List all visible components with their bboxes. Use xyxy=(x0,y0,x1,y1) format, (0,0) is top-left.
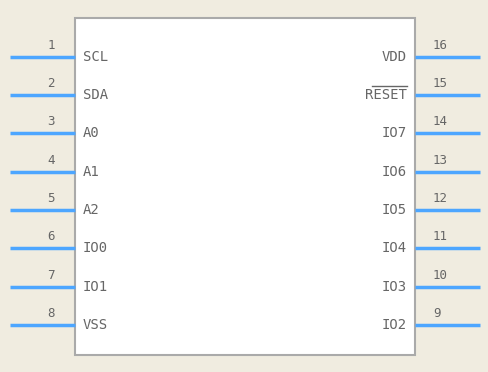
Text: 8: 8 xyxy=(47,307,55,320)
Text: 10: 10 xyxy=(433,269,448,282)
Text: A1: A1 xyxy=(83,165,100,179)
Text: 1: 1 xyxy=(47,39,55,52)
Text: 3: 3 xyxy=(47,115,55,128)
Text: IO1: IO1 xyxy=(83,280,108,294)
Text: 7: 7 xyxy=(47,269,55,282)
Text: 9: 9 xyxy=(433,307,441,320)
Text: VSS: VSS xyxy=(83,318,108,332)
Text: IO3: IO3 xyxy=(382,280,407,294)
Text: RESET: RESET xyxy=(365,88,407,102)
Text: 2: 2 xyxy=(47,77,55,90)
Text: IO6: IO6 xyxy=(382,165,407,179)
Text: 5: 5 xyxy=(47,192,55,205)
Text: 16: 16 xyxy=(433,39,448,52)
Bar xyxy=(75,18,415,355)
Text: IO2: IO2 xyxy=(382,318,407,332)
Text: 13: 13 xyxy=(433,154,448,167)
Text: A0: A0 xyxy=(83,126,100,140)
Text: IO7: IO7 xyxy=(382,126,407,140)
Text: SCL: SCL xyxy=(83,50,108,64)
Text: 6: 6 xyxy=(47,230,55,243)
Text: 4: 4 xyxy=(47,154,55,167)
Text: 12: 12 xyxy=(433,192,448,205)
Text: A2: A2 xyxy=(83,203,100,217)
Text: 11: 11 xyxy=(433,230,448,243)
Text: 14: 14 xyxy=(433,115,448,128)
Text: IO4: IO4 xyxy=(382,241,407,255)
Text: SDA: SDA xyxy=(83,88,108,102)
Text: IO0: IO0 xyxy=(83,241,108,255)
Text: IO5: IO5 xyxy=(382,203,407,217)
Text: 15: 15 xyxy=(433,77,448,90)
Text: VDD: VDD xyxy=(382,50,407,64)
